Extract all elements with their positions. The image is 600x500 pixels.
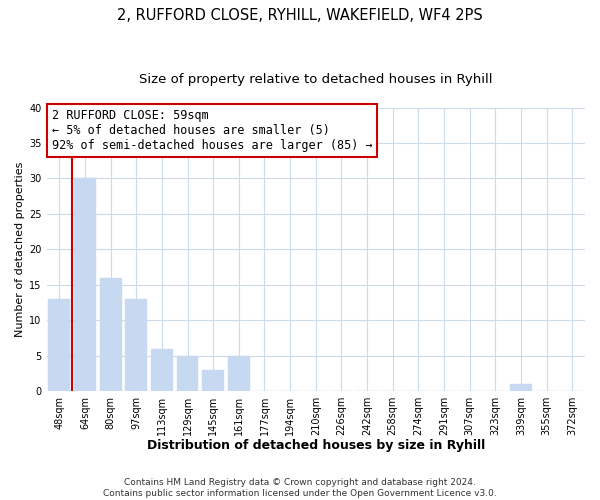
Bar	[202, 370, 224, 391]
Y-axis label: Number of detached properties: Number of detached properties	[15, 162, 25, 337]
Bar	[125, 299, 147, 391]
Text: 2 RUFFORD CLOSE: 59sqm
← 5% of detached houses are smaller (5)
92% of semi-detac: 2 RUFFORD CLOSE: 59sqm ← 5% of detached …	[52, 109, 373, 152]
Bar	[74, 178, 96, 391]
Text: 2, RUFFORD CLOSE, RYHILL, WAKEFIELD, WF4 2PS: 2, RUFFORD CLOSE, RYHILL, WAKEFIELD, WF4…	[117, 8, 483, 22]
Text: Contains HM Land Registry data © Crown copyright and database right 2024.
Contai: Contains HM Land Registry data © Crown c…	[103, 478, 497, 498]
Bar	[228, 356, 250, 391]
Bar	[176, 356, 199, 391]
Bar	[151, 348, 173, 391]
Bar	[100, 278, 122, 391]
X-axis label: Distribution of detached houses by size in Ryhill: Distribution of detached houses by size …	[146, 440, 485, 452]
Bar	[510, 384, 532, 391]
Title: Size of property relative to detached houses in Ryhill: Size of property relative to detached ho…	[139, 72, 493, 86]
Bar	[49, 299, 70, 391]
